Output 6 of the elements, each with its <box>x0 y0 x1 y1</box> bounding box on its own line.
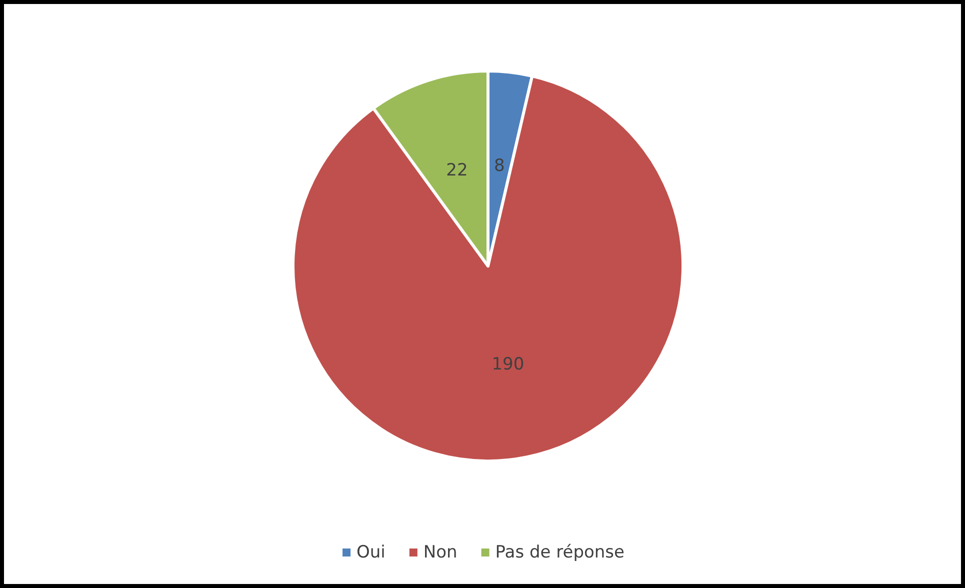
data-label: 22 <box>446 160 468 180</box>
data-label: 190 <box>492 354 524 374</box>
data-label: 8 <box>494 156 505 176</box>
legend-label: Oui <box>356 542 386 562</box>
legend-label: Pas de réponse <box>495 542 624 562</box>
legend-label: Non <box>423 542 458 562</box>
